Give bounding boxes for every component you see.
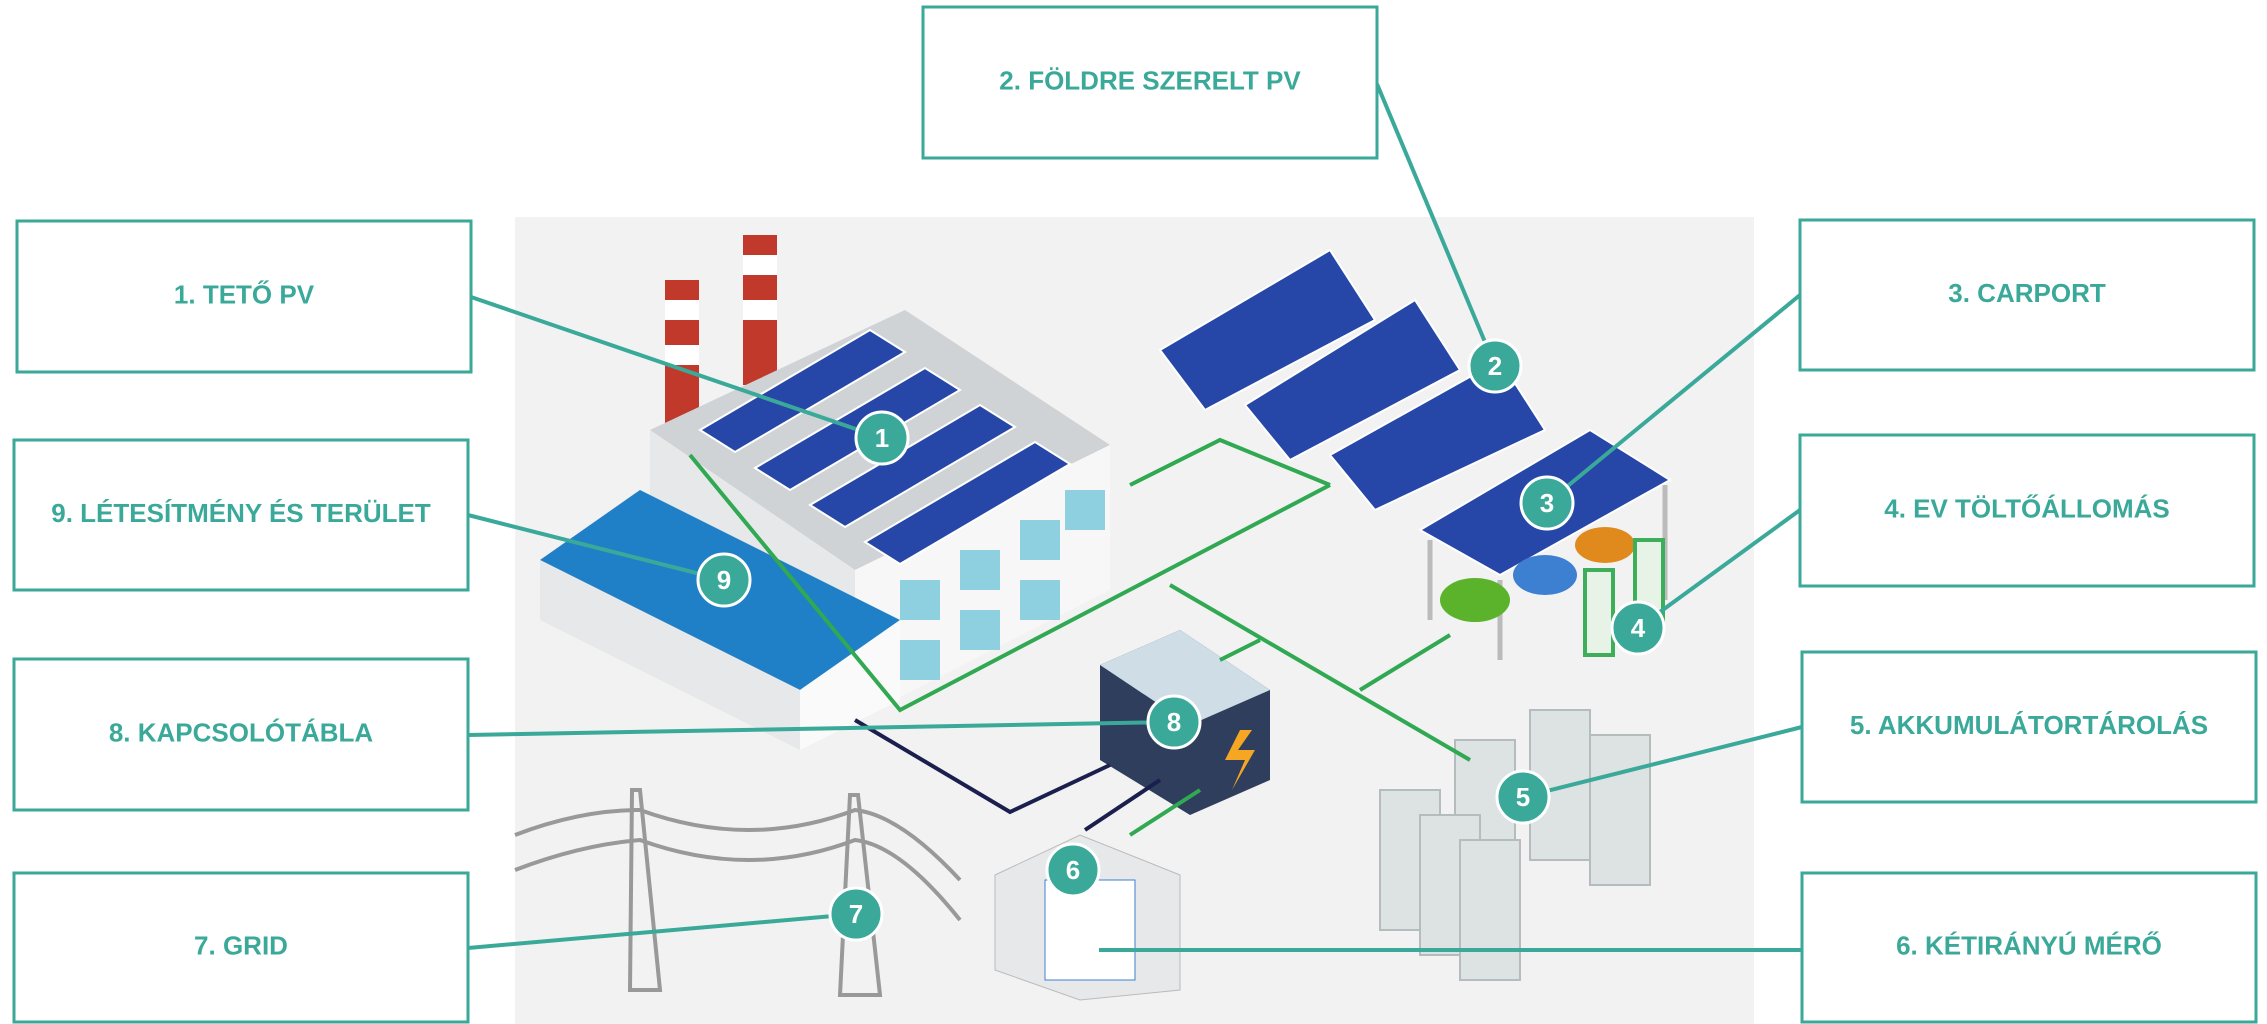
callout-label: 1. TETŐ PV <box>174 279 315 309</box>
callout-label: 6. KÉTIRÁNYÚ MÉRŐ <box>1896 930 2162 960</box>
callout-label: 3. CARPORT <box>1948 278 2106 308</box>
callout-label: 7. GRID <box>194 930 288 960</box>
callout-label: 2. FÖLDRE SZERELT PV <box>999 65 1301 95</box>
callout-label: 8. KAPCSOLÓTÁBLA <box>109 717 374 747</box>
callout-label: 4. EV TÖLTŐÁLLOMÁS <box>1884 493 2170 523</box>
marker-number: 5 <box>1516 782 1530 812</box>
marker-number: 7 <box>849 899 863 929</box>
marker-number: 3 <box>1540 488 1554 518</box>
marker-number: 8 <box>1167 707 1181 737</box>
marker-number: 4 <box>1631 613 1646 643</box>
marker-number: 6 <box>1066 855 1080 885</box>
marker-number: 2 <box>1488 351 1502 381</box>
diagram: 1. TETŐ PV 1 2. FÖLDRE SZERELT PV 2 3. CARPO… <box>0 0 2267 1024</box>
marker-number: 9 <box>717 565 731 595</box>
callout-label: 5. AKKUMULÁTORTÁROLÁS <box>1850 710 2208 740</box>
callout-label: 9. LÉTESÍTMÉNY ÉS TERÜLET <box>51 498 431 528</box>
marker-number: 1 <box>875 423 889 453</box>
